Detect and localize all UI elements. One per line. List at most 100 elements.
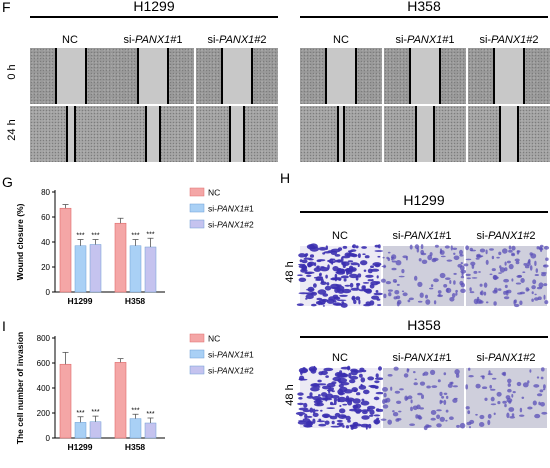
panel-f-col-nc-h1299: NC [62, 34, 78, 46]
wound-gap [339, 106, 343, 162]
wound-edge-line [523, 48, 525, 104]
legend-label: NC [208, 188, 220, 198]
bar [90, 244, 101, 292]
wound-gap [147, 106, 159, 162]
wound-tile [30, 106, 112, 162]
wound-tile [112, 48, 194, 104]
significance-label: *** [131, 407, 139, 414]
significance-label: *** [76, 410, 84, 417]
invasion-count-chart: 0 200 400 600 800 The cell number of invasion… [15, 332, 254, 452]
bar [114, 222, 127, 293]
significance-label: *** [146, 411, 154, 418]
wound-tile [300, 106, 382, 162]
invasion-tile [380, 366, 466, 431]
y-tick-label: 0 [46, 288, 51, 297]
wound-tile [384, 106, 466, 162]
panel-f-col-si1-h358: si-PANX1#1 [395, 34, 455, 46]
panel-h-group-title-h1299: H1299 [403, 192, 445, 208]
panel-h-col-si2-h1299: si-PANX1#2 [476, 230, 536, 242]
panel-f-group-title-h1299: H1299 [133, 0, 175, 14]
bar [59, 363, 72, 439]
panel-h-col-si1-h358: si-PANX1#1 [392, 352, 452, 364]
wound-gap [231, 106, 243, 162]
wound-edge-line [251, 48, 253, 104]
panel-f-rule-h1299 [30, 16, 278, 18]
legend-label: si-PANX1#2 [208, 366, 254, 376]
category-label: H358 [125, 296, 146, 306]
y-tick-label: 200 [37, 409, 51, 418]
panel-h-col-nc-h1299: NC [332, 230, 348, 242]
y-axis-label: Wound closure (%) [15, 203, 25, 280]
panel-h-rule-h1299 [300, 211, 548, 213]
wound-edge-line [439, 48, 441, 104]
wound-edge-line [167, 48, 169, 104]
panel-f-row-0h: 0 h [6, 64, 18, 80]
bar [114, 362, 127, 439]
category-label: H358 [125, 442, 146, 452]
wound-tile [300, 48, 382, 104]
bar [130, 245, 141, 292]
wound-closure-chart: 0 20 40 60 80 Wound closure (%) *** *** H1299 ***… [15, 187, 254, 307]
significance-label: *** [131, 233, 139, 240]
wound-edge-line [74, 106, 76, 162]
panel-f-col-si2-h358: si-PANX1#2 [479, 34, 539, 46]
y-tick-label: 40 [41, 238, 50, 247]
panel-f-row-24h: 24 h [6, 119, 18, 141]
wound-tile [196, 106, 278, 162]
invasion-tile [463, 244, 550, 308]
panel-f-group-title-h358: H358 [407, 0, 441, 14]
invasion-tile [465, 367, 548, 429]
bar [145, 247, 156, 292]
category-label: H1299 [67, 442, 92, 452]
legend-swatch [189, 187, 205, 197]
wound-edge-line [85, 48, 87, 104]
panel-letter-f: F [2, 0, 11, 15]
legend-label: si-PANX1#2 [208, 220, 254, 230]
wound-gap [411, 48, 439, 104]
wound-tile [384, 48, 466, 104]
legend-label: NC [208, 334, 220, 344]
panel-h-rule-h358 [300, 336, 548, 338]
wound-edge-line [409, 48, 411, 104]
invasion-tile [296, 243, 384, 308]
wound-edge-line [337, 106, 339, 162]
wound-edge-line [493, 48, 495, 104]
wound-edge-line [229, 106, 231, 162]
panel-f-col-si1-h1299: si-PANX1#1 [123, 34, 183, 46]
wound-gap [223, 48, 251, 104]
wound-edge-line [325, 48, 327, 104]
wound-tile [468, 48, 550, 104]
legend-swatch [189, 349, 205, 359]
legend-swatch [189, 203, 205, 213]
y-tick-label: 60 [41, 213, 50, 222]
wound-edge-line [55, 48, 57, 104]
wound-edge-line [66, 106, 68, 162]
significance-label: *** [91, 409, 99, 416]
panel-h-row-48h-a: 48 h [284, 261, 296, 283]
wound-gap [57, 48, 85, 104]
y-tick-label: 0 [46, 434, 51, 443]
wound-tile [196, 48, 278, 104]
wound-edge-line [499, 106, 501, 162]
wound-tile [468, 106, 550, 162]
significance-label: *** [91, 233, 99, 240]
wound-gap [139, 48, 167, 104]
legend-swatch [189, 219, 205, 229]
panel-h-row-48h-b: 48 h [284, 384, 296, 406]
wound-gap [327, 48, 355, 104]
wound-edge-line [137, 48, 139, 104]
bar [145, 423, 156, 438]
panel-letter-g: G [2, 174, 13, 190]
wound-tile [112, 106, 194, 162]
y-tick-label: 600 [37, 359, 51, 368]
panel-h-group-title-h358: H358 [407, 317, 441, 333]
wound-edge-line [343, 106, 345, 162]
wound-gap [495, 48, 523, 104]
y-axis-label: The cell number of invasion [15, 332, 25, 444]
wound-edge-line [415, 106, 417, 162]
bar [130, 418, 141, 438]
y-tick-label: 800 [37, 334, 51, 343]
panel-letter-i: I [2, 318, 6, 334]
panel-h-col-si2-h358: si-PANX1#2 [476, 352, 536, 364]
wound-gap [68, 106, 74, 162]
